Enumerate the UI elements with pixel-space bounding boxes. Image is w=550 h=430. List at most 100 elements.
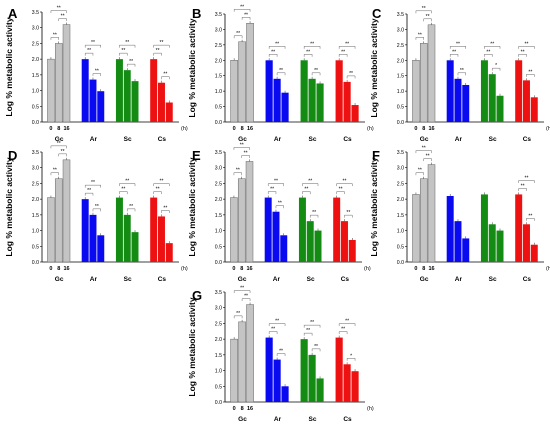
significance-label: ** [95, 204, 99, 210]
bar-cs-0h [515, 194, 523, 262]
x-tick-label: 0 [49, 266, 52, 272]
significance-label: ** [236, 168, 240, 174]
bar-sc-16h [131, 232, 139, 262]
bar-sc-0h [115, 59, 123, 122]
y-tick-label: 3.0 [397, 166, 404, 172]
x-tick-label: 16 [247, 406, 253, 412]
y-tick-label: 1.5 [32, 73, 39, 79]
significance-bracket [233, 172, 242, 176]
significance-label: ** [163, 205, 167, 211]
significance-bracket [484, 46, 501, 49]
significance-label: ** [160, 179, 164, 185]
significance-label: ** [426, 154, 430, 160]
bar-ar-8h [454, 78, 462, 122]
significance-label: ** [87, 188, 91, 194]
bar-gc-16h [62, 159, 71, 263]
bar-sc-8h [488, 224, 496, 262]
bar-ar-16h [97, 91, 105, 122]
significance-bracket [58, 153, 67, 157]
bar-sc-0h [300, 339, 308, 402]
significance-label: ** [525, 41, 529, 47]
y-tick-label: 3.5 [32, 10, 39, 16]
bar-sc-16h [131, 81, 139, 122]
significance-label: ** [418, 168, 422, 174]
significance-bracket [153, 52, 162, 56]
y-tick-label: 3.5 [215, 290, 222, 296]
y-tick-label: 3.5 [32, 150, 39, 156]
significance-label: ** [156, 187, 160, 193]
significance-label: ** [306, 49, 310, 55]
significance-bracket [526, 218, 535, 221]
x-tick-label: 8 [57, 126, 60, 132]
group-label: Gc [238, 416, 247, 423]
significance-bracket [50, 172, 59, 176]
significance-bracket [346, 75, 356, 79]
group-label: Ar [274, 136, 282, 143]
significance-bracket [518, 46, 535, 49]
bar-sc-16h [314, 230, 322, 262]
x-tick-label: 16 [428, 266, 434, 272]
y-tick-label: 0.0 [215, 120, 222, 126]
significance-bracket [119, 52, 128, 56]
significance-bracket [518, 180, 535, 183]
bar-gc-0h [47, 197, 55, 263]
y-tick-label: 3.0 [215, 306, 222, 312]
y-tick-label: 3.5 [215, 150, 222, 156]
significance-label: ** [304, 187, 308, 193]
y-tick-label: 1.0 [215, 89, 222, 95]
y-tick-label: 2.5 [215, 321, 222, 327]
significance-label: ** [125, 179, 129, 185]
group-label: Cs [341, 276, 350, 283]
bar-ar-0h [264, 197, 272, 262]
significance-bracket [50, 37, 59, 40]
significance-label: ** [521, 49, 525, 55]
significance-bracket [233, 290, 251, 294]
significance-bracket [275, 205, 285, 209]
x-tick-label: 16 [63, 126, 69, 132]
significance-bracket [449, 54, 459, 57]
significance-bracket [415, 172, 424, 176]
bar-sc-8h [308, 354, 316, 402]
significance-label: ** [244, 12, 248, 18]
significance-bracket [233, 315, 243, 319]
bar-sc-8h [123, 214, 131, 262]
significance-label: ** [274, 179, 278, 185]
y-tick-label: 0.5 [215, 384, 222, 390]
y-tick-label: 1.5 [32, 213, 39, 219]
significance-label: ** [163, 72, 167, 78]
y-tick-label: 0.5 [397, 105, 404, 111]
significance-label: * [350, 353, 352, 359]
y-tick-label: 0.5 [32, 104, 39, 110]
significance-bracket [119, 191, 128, 195]
group-label: Cs [343, 136, 352, 143]
y-tick-label: 0.5 [397, 244, 404, 250]
significance-bracket [126, 208, 136, 212]
y-tick-label: 0.0 [397, 120, 404, 126]
significance-label: ** [61, 14, 65, 20]
significance-label: * [495, 63, 497, 69]
group-label: Gc [55, 136, 64, 143]
x-tick-label: 16 [428, 126, 434, 132]
significance-label: ** [343, 179, 347, 185]
significance-label: ** [341, 327, 345, 333]
significance-label: ** [422, 6, 426, 12]
significance-bracket [92, 73, 102, 77]
bar-gc-16h [245, 161, 254, 263]
significance-label: ** [349, 71, 353, 77]
significance-bracket [84, 192, 94, 196]
bar-ar-0h [81, 59, 89, 122]
y-axis-title: Log % metabolic activity [4, 157, 14, 256]
group-label: Cs [158, 136, 167, 143]
x-tick-label: 0 [414, 126, 417, 132]
significance-bracket [233, 35, 243, 39]
group-label: Sc [489, 136, 497, 143]
bar-cs-0h [150, 59, 158, 122]
significance-bracket [526, 74, 535, 77]
significance-bracket [311, 72, 321, 76]
y-tick-label: 3.5 [397, 12, 404, 18]
significance-label: ** [91, 180, 95, 186]
